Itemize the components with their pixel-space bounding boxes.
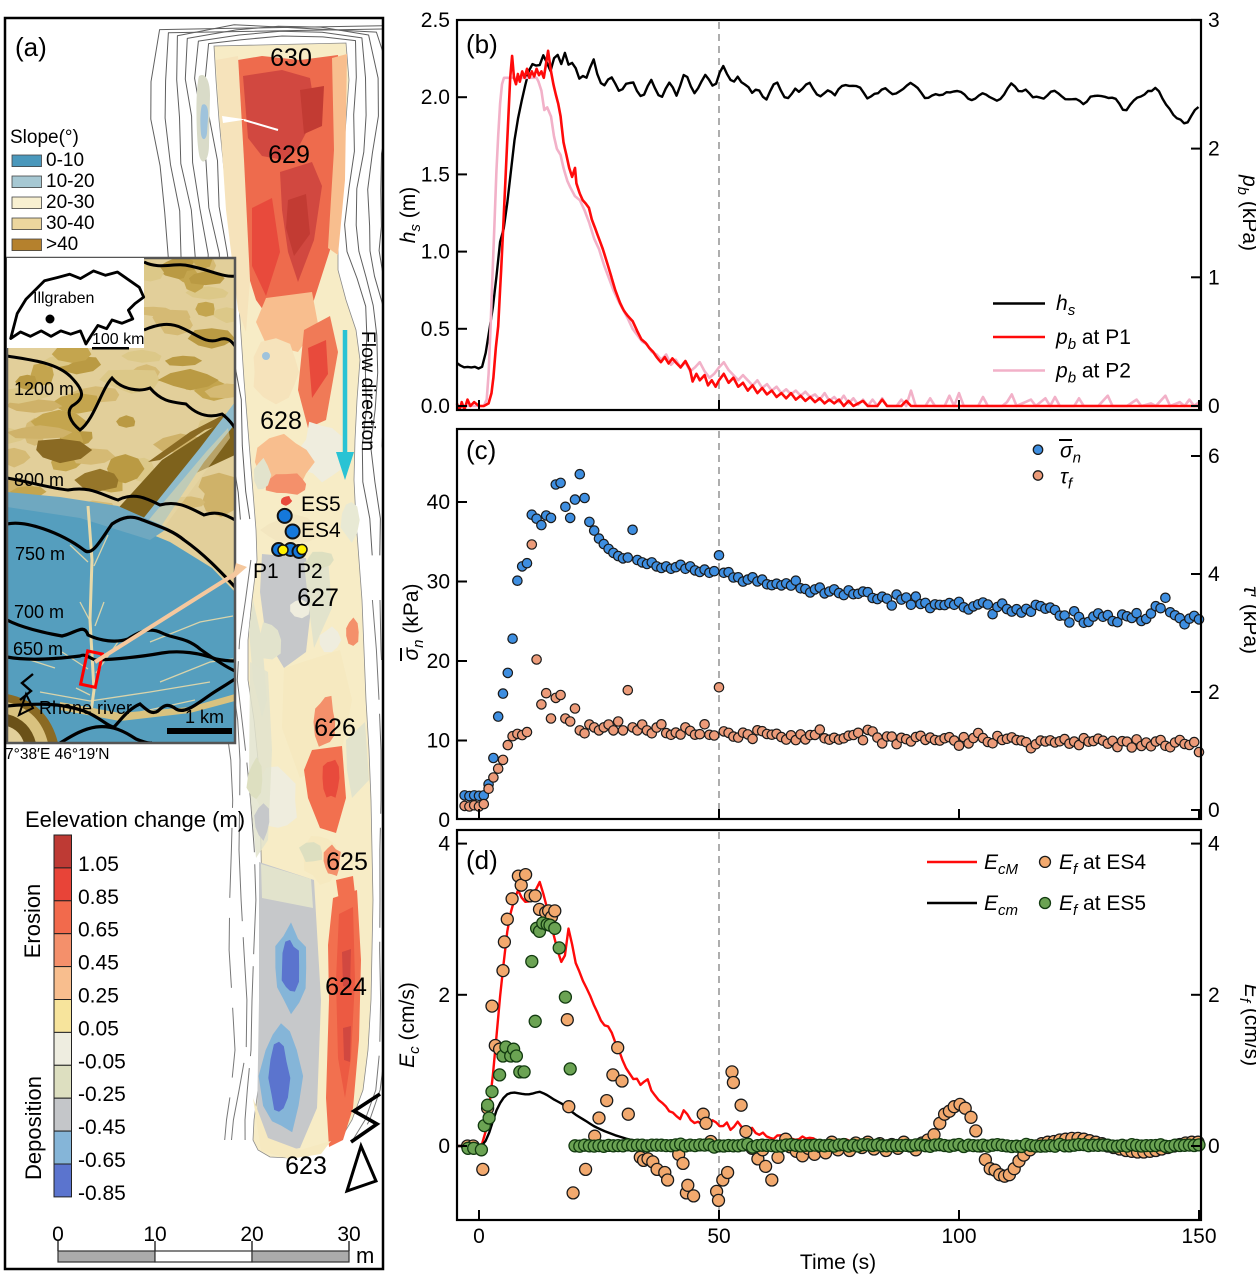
svg-text:626: 626 — [314, 714, 356, 742]
svg-text:623: 623 — [285, 1152, 327, 1180]
svg-text:150: 150 — [1181, 1225, 1216, 1248]
svg-text:627: 627 — [297, 584, 339, 612]
svg-text:2.0: 2.0 — [421, 86, 450, 109]
svg-text:-0.85: -0.85 — [78, 1182, 126, 1205]
svg-text:624: 624 — [325, 973, 367, 1001]
svg-text:10: 10 — [427, 730, 450, 753]
svg-text:ES4: ES4 — [301, 519, 341, 542]
svg-text:Ec (cm/s): Ec (cm/s) — [396, 982, 423, 1068]
svg-text:0.0: 0.0 — [421, 395, 450, 418]
svg-text:Slope(°): Slope(°) — [10, 127, 79, 148]
svg-text:Illgraben: Illgraben — [33, 290, 94, 307]
svg-text:50: 50 — [707, 1225, 730, 1248]
svg-text:0.5: 0.5 — [421, 318, 450, 341]
svg-text:1200 m: 1200 m — [14, 379, 74, 399]
svg-text:1.05: 1.05 — [78, 853, 119, 876]
svg-text:1.5: 1.5 — [421, 163, 450, 186]
svg-text:800 m: 800 m — [14, 470, 64, 490]
svg-text:30: 30 — [337, 1223, 360, 1246]
svg-text:7°38′E 46°19′N: 7°38′E 46°19′N — [5, 746, 109, 763]
svg-text:P2: P2 — [297, 560, 323, 583]
svg-text:629: 629 — [268, 141, 310, 169]
svg-text:(c): (c) — [466, 435, 496, 465]
svg-text:20: 20 — [240, 1223, 263, 1246]
svg-text:10-20: 10-20 — [46, 171, 95, 192]
svg-text:1 km: 1 km — [185, 707, 224, 727]
svg-text:τf: τf — [1060, 466, 1074, 493]
svg-text:(a): (a) — [15, 32, 47, 62]
svg-text:-0.65: -0.65 — [78, 1149, 126, 1172]
svg-text:625: 625 — [326, 848, 368, 876]
svg-text:0: 0 — [438, 809, 450, 832]
svg-text:700 m: 700 m — [14, 602, 64, 622]
svg-text:30: 30 — [427, 571, 450, 594]
svg-text:0: 0 — [52, 1223, 64, 1246]
svg-text:4: 4 — [1208, 563, 1220, 586]
svg-text:1: 1 — [1208, 266, 1220, 289]
svg-text:0.85: 0.85 — [78, 886, 119, 909]
svg-text:10: 10 — [143, 1223, 166, 1246]
svg-text:σn (kPa): σn (kPa) — [400, 583, 427, 660]
svg-text:100: 100 — [941, 1225, 976, 1248]
svg-text:Ef at ES5: Ef at ES5 — [1059, 892, 1146, 919]
svg-text:650 m: 650 m — [13, 639, 63, 659]
svg-text:40: 40 — [427, 491, 450, 514]
svg-text:-0.25: -0.25 — [78, 1083, 126, 1106]
svg-text:2: 2 — [438, 984, 450, 1007]
svg-text:4: 4 — [1208, 833, 1220, 856]
svg-text:Erosion: Erosion — [20, 884, 45, 959]
svg-text:0: 0 — [1208, 799, 1220, 822]
svg-text:0: 0 — [438, 1135, 450, 1158]
svg-text:Rhone river: Rhone river — [39, 698, 132, 718]
svg-text:pb at P1: pb at P1 — [1055, 326, 1131, 353]
svg-text:ES5: ES5 — [301, 493, 341, 516]
svg-text:6: 6 — [1208, 445, 1220, 468]
svg-text:2.5: 2.5 — [421, 9, 450, 32]
svg-text:(b): (b) — [466, 29, 498, 59]
svg-text:m: m — [356, 1243, 374, 1268]
svg-text:628: 628 — [260, 407, 302, 435]
svg-text:hs: hs — [1056, 292, 1076, 319]
svg-text:0: 0 — [473, 1225, 485, 1248]
svg-text:20-30: 20-30 — [46, 192, 95, 213]
svg-text:750 m: 750 m — [15, 544, 65, 564]
svg-text:0: 0 — [1208, 395, 1220, 418]
svg-text:Ecm: Ecm — [984, 892, 1018, 919]
svg-text:EcM: EcM — [984, 851, 1019, 878]
svg-text:P1: P1 — [253, 560, 279, 583]
svg-text:τf (kPa): τf (kPa) — [1239, 586, 1256, 654]
svg-text:Deposition: Deposition — [21, 1076, 46, 1180]
svg-text:σn: σn — [1060, 440, 1081, 467]
svg-text:0.25: 0.25 — [78, 985, 119, 1008]
svg-text:2: 2 — [1208, 138, 1220, 161]
svg-text:Eelevation change (m): Eelevation change (m) — [25, 807, 245, 832]
svg-text:2: 2 — [1208, 984, 1220, 1007]
svg-text:4: 4 — [438, 833, 450, 856]
svg-text:(d): (d) — [466, 845, 498, 875]
svg-text:hs (m): hs (m) — [397, 187, 424, 244]
svg-text:0.45: 0.45 — [78, 952, 119, 975]
svg-text:30-40: 30-40 — [46, 213, 95, 234]
svg-text:1.0: 1.0 — [421, 241, 450, 264]
svg-text:Ef (cm/s): Ef (cm/s) — [1236, 984, 1256, 1066]
svg-text:Flow direction: Flow direction — [357, 331, 379, 451]
svg-text:100 km: 100 km — [92, 331, 144, 348]
svg-text:0.05: 0.05 — [78, 1017, 119, 1040]
svg-text:Ef at ES4: Ef at ES4 — [1059, 851, 1146, 878]
svg-text:0-10: 0-10 — [46, 150, 84, 171]
svg-text:-0.05: -0.05 — [78, 1050, 126, 1073]
svg-text:630: 630 — [270, 44, 312, 72]
svg-text:Time (s): Time (s) — [800, 1251, 876, 1274]
svg-text:-0.45: -0.45 — [78, 1116, 126, 1139]
svg-text:3: 3 — [1208, 9, 1220, 32]
svg-text:2: 2 — [1208, 681, 1220, 704]
svg-text:>40: >40 — [46, 234, 78, 255]
svg-text:pb at P2: pb at P2 — [1055, 360, 1131, 387]
svg-text:pb (kPa): pb (kPa) — [1234, 174, 1256, 251]
svg-text:0: 0 — [1208, 1135, 1220, 1158]
svg-text:0.65: 0.65 — [78, 919, 119, 942]
svg-text:20: 20 — [427, 650, 450, 673]
